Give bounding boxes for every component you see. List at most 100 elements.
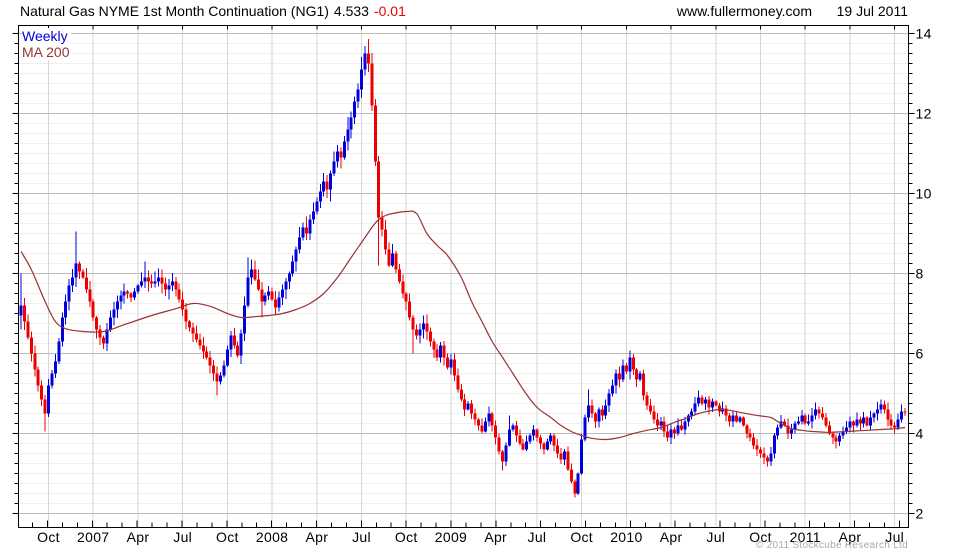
x-axis-label: Apr (127, 529, 150, 545)
candle-body (239, 333, 243, 356)
candle-body (222, 365, 226, 376)
candle-body (26, 321, 30, 338)
candle-body (882, 404, 886, 410)
candle-body (879, 404, 883, 410)
candle-body (253, 269, 257, 280)
candle-body (679, 425, 683, 430)
candle-body (538, 437, 542, 444)
candle-body (139, 281, 143, 286)
x-axis-label: Jul (173, 529, 192, 545)
candle-body (673, 429, 677, 434)
candle-body (397, 269, 401, 282)
candle-body (728, 415, 732, 422)
candle-body (800, 415, 804, 422)
candle-body (411, 317, 415, 330)
candle-body (349, 117, 353, 130)
candle-body (421, 323, 425, 330)
candle-body (435, 349, 439, 358)
candle-body (769, 453, 773, 462)
candle-body (335, 151, 339, 162)
candle-body (428, 331, 432, 342)
candles-layer (19, 38, 907, 498)
candle-body (583, 417, 587, 440)
candle-body (831, 433, 835, 438)
candle-body (122, 291, 126, 296)
candle-body (380, 217, 384, 230)
legend-ma200-label: MA 200 (22, 44, 73, 60)
candle-body (174, 281, 178, 290)
candle-body (401, 281, 405, 294)
candle-body (95, 317, 99, 330)
candle-body (301, 227, 305, 238)
candle-body (77, 263, 81, 272)
candle-body (834, 437, 838, 442)
candle-body (676, 425, 680, 434)
candle-body (198, 339, 202, 346)
last-price: 4.533 (333, 3, 369, 19)
candle-body (84, 277, 88, 290)
candle-body (394, 253, 398, 270)
candle-body (786, 425, 790, 434)
candle-body (163, 283, 167, 290)
candle-body (194, 333, 198, 340)
candle-body (776, 427, 780, 436)
candle-body (452, 359, 456, 376)
candle-body (659, 421, 663, 426)
candle-body (404, 293, 408, 302)
candle-body (425, 323, 429, 332)
candle-body (697, 397, 701, 404)
candle-body (22, 305, 26, 322)
candle-body (232, 335, 236, 346)
candle-body (284, 281, 288, 290)
y-axis-labels: 2 4 6 8 10 12 14 (916, 26, 932, 522)
candle-body (126, 291, 130, 294)
candle-body (532, 429, 536, 436)
x-axis-label: Jul (885, 529, 904, 545)
y-axis-label: 6 (916, 346, 924, 362)
candle-body (315, 201, 319, 212)
candle-body (490, 413, 494, 426)
candle-body (243, 305, 247, 334)
candle-body (325, 181, 329, 190)
candle-body (225, 349, 229, 366)
candle-body (215, 373, 219, 382)
candle-body (569, 469, 573, 482)
candle-body (390, 253, 394, 266)
candle-body (415, 329, 419, 336)
candle-body (201, 345, 205, 352)
candle-body (342, 141, 346, 158)
candle-body (772, 435, 776, 454)
axis-ticks (12, 25, 915, 528)
x-axis-label: Jul (706, 529, 725, 545)
candle-body (81, 271, 85, 278)
candle-body (838, 435, 842, 442)
candle-body (518, 435, 522, 444)
candle-body (456, 375, 460, 390)
x-axis-label: 2010 (610, 529, 642, 545)
candle-body (298, 237, 302, 250)
candle-body (759, 449, 763, 454)
candle-body (607, 393, 611, 406)
candle-body (112, 309, 116, 318)
candle-body (167, 285, 171, 290)
candle-body (432, 341, 436, 350)
candle-body (311, 211, 315, 220)
candle-body (88, 289, 92, 302)
candle-body (807, 421, 811, 424)
candle-body (693, 403, 697, 412)
candle-body (707, 399, 711, 408)
candle-body (796, 421, 800, 424)
candle-body (862, 417, 866, 424)
candle-body (157, 277, 161, 282)
candle-body (291, 261, 295, 274)
candle-body (638, 373, 642, 380)
candle-body (318, 191, 322, 202)
candle-body (889, 419, 893, 426)
candle-body (191, 327, 195, 334)
x-axis-label: Apr (839, 529, 862, 545)
candle-body (504, 445, 508, 462)
candle-body (525, 441, 529, 450)
candle-body (745, 425, 749, 434)
candle-body (814, 409, 818, 416)
